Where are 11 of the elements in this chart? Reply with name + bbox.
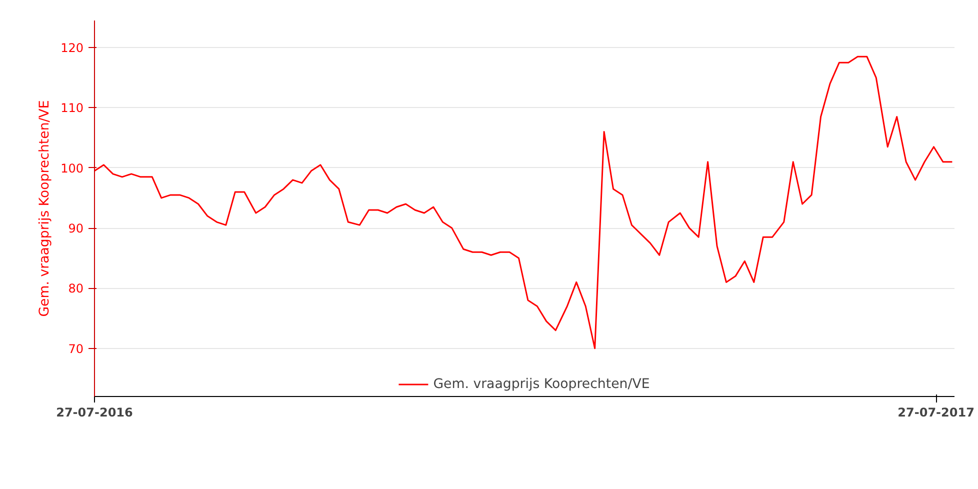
y-axis-title: Gem. vraagprijs Kooprechten/VE: [38, 100, 53, 317]
y-tick-label: 100: [60, 161, 84, 176]
x-tick-label: 27-07-2016: [56, 406, 133, 420]
y-tick-label: 70: [68, 342, 84, 356]
y-tick-label: 110: [60, 101, 84, 116]
line-series: [94, 56, 953, 350]
y-tick-label: 80: [68, 282, 84, 296]
legend-label: Gem. vraagprijs Kooprechten/VE: [433, 376, 650, 392]
y-tick-label: 120: [60, 41, 84, 56]
x-tick-label: 27-07-2017: [898, 406, 974, 420]
y-tick-label: 90: [68, 222, 84, 236]
